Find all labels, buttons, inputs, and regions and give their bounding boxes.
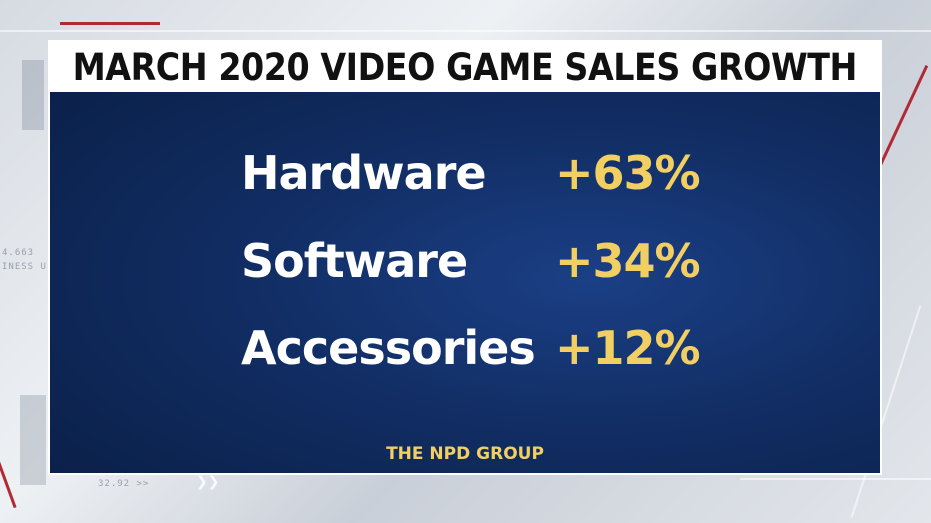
growth-value: +12% (555, 321, 701, 375)
sales-growth-card: MARCH 2020 VIDEO GAME SALES GROWTH Hardw… (50, 42, 880, 473)
backdrop-red-stripe (60, 22, 160, 25)
category-label: Software (241, 234, 468, 288)
backdrop-red-stripe (874, 64, 929, 176)
category-label: Accessories (241, 321, 536, 375)
backdrop-readout: 4.663 (2, 248, 35, 258)
growth-row-hardware: Hardware +63% (241, 143, 701, 203)
backdrop-line (0, 30, 931, 32)
graphic-title: MARCH 2020 VIDEO GAME SALES GROWTH (72, 45, 858, 89)
growth-value: +63% (555, 146, 701, 200)
backdrop-readout: INESS U (2, 262, 47, 272)
growth-row-software: Software +34% (241, 231, 701, 291)
chevrons-icon: ❯❯ (196, 474, 220, 490)
backdrop-red-stripe (0, 431, 17, 509)
backdrop-panel (22, 60, 44, 130)
backdrop-panel (20, 395, 46, 485)
category-label: Hardware (241, 146, 487, 200)
backdrop-line (740, 478, 931, 480)
title-bar: MARCH 2020 VIDEO GAME SALES GROWTH (50, 42, 880, 92)
backdrop-readout: 32.92 >> (98, 479, 150, 489)
growth-value: +34% (555, 234, 701, 288)
source-credit: THE NPD GROUP (386, 444, 544, 464)
growth-row-accessories: Accessories +12% (241, 318, 701, 378)
